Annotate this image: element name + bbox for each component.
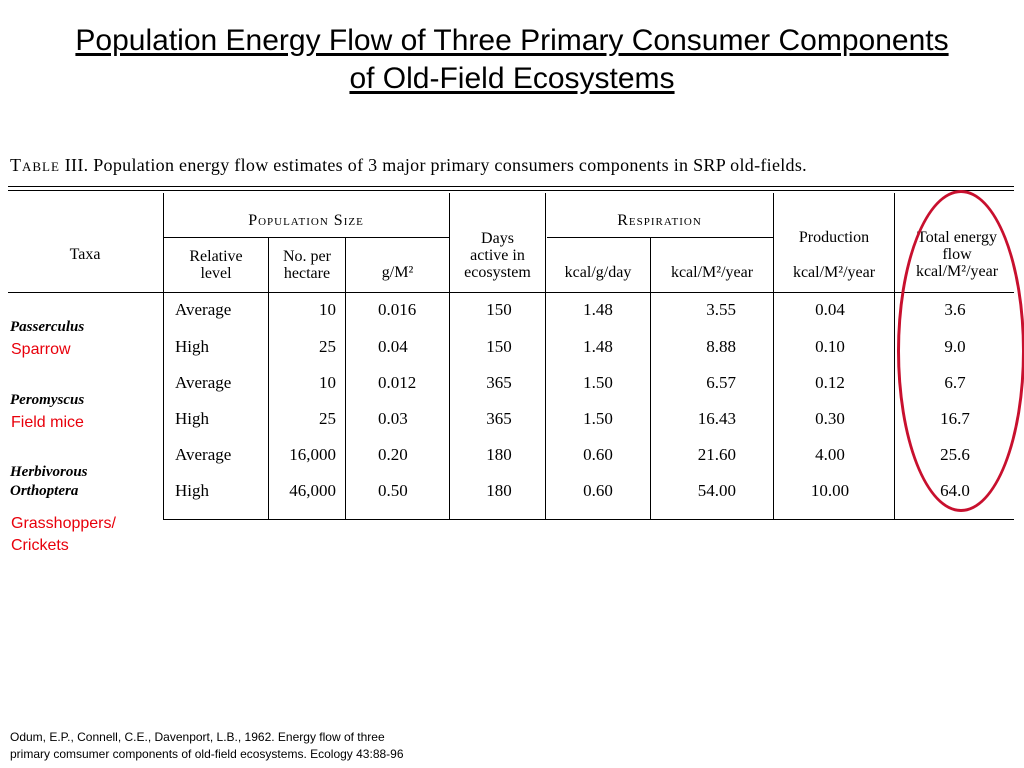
cell-level: Average — [175, 373, 232, 392]
cell-days: 365 — [486, 373, 512, 392]
column-divider — [545, 193, 546, 520]
header-resp-kcal-m2-year: kcal/M²/year — [670, 264, 754, 281]
cell-level: Average — [175, 445, 232, 464]
taxon-name: Peromyscus — [10, 392, 85, 408]
cell-kcal-g-day: 1.48 — [583, 337, 613, 356]
cell-per-hectare: 25 — [319, 409, 336, 428]
cell-per-hectare: 46,000 — [289, 481, 336, 500]
cell-kcal-g-day: 0.60 — [583, 445, 613, 464]
cell-per-hectare: 25 — [319, 337, 336, 356]
cell-days: 180 — [486, 481, 512, 500]
cell-g-m2: 0.03 — [378, 409, 408, 428]
header-relative-level: Relative level — [165, 248, 267, 282]
cell-days: 150 — [486, 337, 512, 356]
cell-per-hectare: 10 — [319, 373, 336, 392]
header-days-active-line: Days — [481, 230, 514, 247]
cell-production: 0.04 — [815, 300, 845, 319]
cell-g-m2: 0.016 — [378, 300, 417, 319]
header-relative-level-line: level — [200, 265, 232, 282]
column-divider — [773, 193, 774, 520]
citation-line: primary comsumer components of old-field… — [10, 747, 404, 761]
header-production-unit: kcal/M²/year — [792, 264, 876, 281]
cell-resp-kcal-m2-year: 3.55 — [706, 300, 736, 319]
cell-resp-kcal-m2-year: 8.88 — [706, 337, 736, 356]
column-divider — [345, 238, 346, 519]
slide-title: Population Energy Flow of Three Primary … — [0, 22, 1024, 98]
header-no-per-hectare-line: No. per — [283, 248, 331, 265]
cell-production: 0.30 — [815, 409, 845, 428]
cell-resp-kcal-m2-year: 6.57 — [706, 373, 736, 392]
cell-production: 10.00 — [810, 481, 850, 500]
common-name-line: Grasshoppers/ — [11, 515, 116, 532]
column-divider — [894, 193, 895, 520]
header-sub-rule-respiration — [547, 237, 773, 238]
cell-production: 4.00 — [815, 445, 845, 464]
column-divider — [650, 238, 651, 519]
common-name-label: Grasshoppers/ Crickets — [11, 513, 116, 557]
cell-resp-kcal-m2-year: 54.00 — [697, 481, 736, 500]
header-relative-level-line: Relative — [189, 248, 243, 265]
taxon-name-line: Orthoptera — [10, 483, 79, 499]
table-bottom-rule — [163, 519, 1014, 520]
header-bottom-rule — [8, 292, 1014, 293]
table-top-rule — [8, 186, 1014, 187]
cell-production: 0.10 — [815, 337, 845, 356]
cell-days: 180 — [486, 445, 512, 464]
cell-per-hectare: 16,000 — [289, 445, 336, 464]
taxon-name: Passerculus — [10, 319, 85, 335]
header-sub-rule-population — [163, 237, 449, 238]
taxon-name: Herbivorous Orthoptera — [10, 463, 88, 501]
cell-kcal-g-day: 1.48 — [583, 300, 613, 319]
citation-line: Odum, E.P., Connell, C.E., Davenport, L.… — [10, 730, 385, 744]
slide-title-line-2: of Old-Field Ecosystems — [349, 62, 675, 95]
cell-kcal-g-day: 1.50 — [583, 409, 613, 428]
header-production: Production — [798, 229, 870, 246]
table-caption-number: III. — [64, 155, 89, 175]
table-caption-text: Population energy flow estimates of 3 ma… — [93, 155, 807, 175]
header-no-per-hectare-line: hectare — [283, 265, 331, 282]
taxon-name-line: Herbivorous — [10, 464, 88, 480]
cell-level: Average — [175, 300, 232, 319]
header-respiration: Respiration — [617, 212, 702, 229]
citation: Odum, E.P., Connell, C.E., Davenport, L.… — [10, 729, 570, 763]
cell-resp-kcal-m2-year: 21.60 — [697, 445, 736, 464]
cell-level: High — [175, 337, 209, 356]
cell-g-m2: 0.20 — [378, 445, 408, 464]
header-days-active-line: active in — [470, 247, 525, 264]
header-population-size: Population Size — [248, 212, 364, 229]
header-days-active: Days active in ecosystem — [450, 230, 545, 281]
header-taxa: Taxa — [69, 246, 101, 263]
cell-days: 150 — [486, 300, 512, 319]
highlight-oval — [897, 190, 1024, 512]
cell-resp-kcal-m2-year: 16.43 — [697, 409, 736, 428]
cell-days: 365 — [486, 409, 512, 428]
cell-g-m2: 0.50 — [378, 481, 408, 500]
slide-title-line-1: Population Energy Flow of Three Primary … — [75, 24, 949, 57]
table-caption-label: Table — [10, 155, 60, 175]
header-days-active-line: ecosystem — [464, 264, 531, 281]
cell-level: High — [175, 409, 209, 428]
cell-production: 0.12 — [815, 373, 845, 392]
cell-g-m2: 0.012 — [378, 373, 417, 392]
header-g-m2: g/M² — [381, 264, 414, 281]
common-name-label: Sparrow — [11, 341, 71, 358]
cell-level: High — [175, 481, 209, 500]
header-no-per-hectare: No. per hectare — [269, 248, 345, 282]
cell-g-m2: 0.04 — [378, 337, 408, 356]
column-divider — [268, 238, 269, 519]
cell-per-hectare: 10 — [319, 300, 336, 319]
cell-kcal-g-day: 0.60 — [583, 481, 613, 500]
table-caption: Table III. Population energy flow estima… — [10, 155, 1010, 176]
header-kcal-g-day: kcal/g/day — [564, 264, 632, 281]
common-name-label: Field mice — [11, 414, 84, 431]
common-name-line: Crickets — [11, 537, 69, 554]
column-divider — [449, 193, 450, 520]
table-top-rule-2 — [8, 190, 1014, 191]
cell-kcal-g-day: 1.50 — [583, 373, 613, 392]
column-divider — [163, 193, 164, 520]
